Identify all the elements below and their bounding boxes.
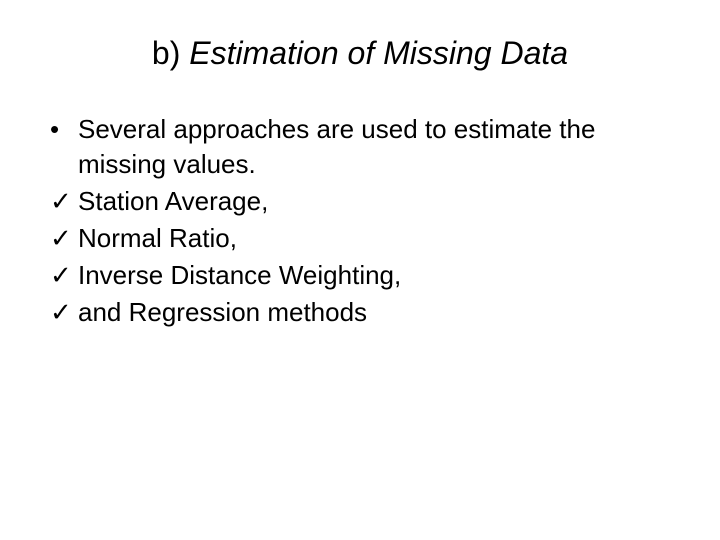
- check-item: ✓ Normal Ratio,: [50, 221, 675, 256]
- title-main: Estimation of Missing Data: [189, 35, 568, 71]
- check-text: Inverse Distance Weighting,: [78, 258, 401, 293]
- check-icon: ✓: [50, 295, 78, 330]
- slide-content: • Several approaches are used to estimat…: [45, 112, 675, 331]
- check-icon: ✓: [50, 221, 78, 256]
- check-icon: ✓: [50, 184, 78, 219]
- check-item: ✓ Inverse Distance Weighting,: [50, 258, 675, 293]
- check-icon: ✓: [50, 258, 78, 293]
- bullet-text: Several approaches are used to estimate …: [78, 112, 675, 182]
- bullet-item: • Several approaches are used to estimat…: [50, 112, 675, 182]
- check-item: ✓ and Regression methods: [50, 295, 675, 330]
- slide-title: b) Estimation of Missing Data: [45, 35, 675, 72]
- bullet-marker: •: [50, 112, 78, 147]
- check-text: Normal Ratio,: [78, 221, 237, 256]
- check-text: Station Average,: [78, 184, 268, 219]
- title-prefix: b): [152, 35, 189, 71]
- check-text: and Regression methods: [78, 295, 367, 330]
- check-item: ✓ Station Average,: [50, 184, 675, 219]
